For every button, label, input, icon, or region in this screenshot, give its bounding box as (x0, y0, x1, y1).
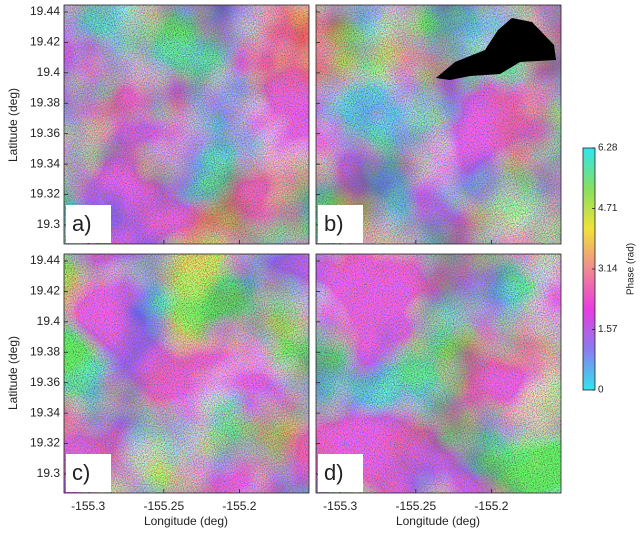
colorbar-tick-label: 3.14 (598, 264, 618, 275)
y-tick-label: 19.42 (30, 35, 60, 49)
x-tick-label: -155.2 (474, 499, 508, 513)
panel-label: c) (72, 460, 90, 485)
colorbar-tick-label: 6.28 (598, 143, 618, 154)
figure: Latitude (deg) Latitude (deg) Longitude … (0, 0, 644, 533)
y-tick-label: 19.32 (30, 436, 60, 450)
y-tick-label: 19.3 (37, 217, 61, 231)
y-tick-label: 19.34 (30, 405, 60, 419)
y-tick-label: 19.44 (30, 4, 60, 18)
panel-label: b) (324, 211, 344, 236)
y-tick-label: 19.44 (30, 253, 60, 267)
x-tick-label: -155.3 (323, 499, 357, 513)
colorbar-tick-label: 4.71 (598, 203, 618, 214)
y-tick-label: 19.34 (30, 156, 60, 170)
x-axis-label: Longitude (deg) (396, 514, 480, 528)
y-tick-label: 19.4 (37, 65, 61, 79)
y-tick-label: 19.36 (30, 375, 60, 389)
panel-label: a) (72, 211, 92, 236)
x-tick-label: -155.3 (71, 499, 105, 513)
y-axis-label: Latitude (deg) (6, 88, 20, 162)
y-tick-label: 19.38 (30, 344, 60, 358)
y-tick-label: 19.32 (30, 187, 60, 201)
y-tick-label: 19.42 (30, 284, 60, 298)
panel-label: d) (324, 460, 344, 485)
panels (64, 5, 561, 493)
y-tick-label: 19.3 (37, 466, 61, 480)
y-tick-label: 19.4 (37, 314, 61, 328)
colorbar-tick-label: 0 (598, 385, 604, 396)
y-tick-label: 19.38 (30, 95, 60, 109)
colorbar-label: Phase (rad) (626, 243, 637, 295)
x-tick-label: -155.25 (143, 499, 184, 513)
colorbar-tick-label: 1.57 (598, 324, 618, 335)
x-tick-label: -155.2 (222, 499, 256, 513)
x-axis-label: Longitude (deg) (144, 514, 228, 528)
y-tick-label: 19.36 (30, 126, 60, 140)
x-tick-label: -155.25 (395, 499, 436, 513)
y-axis-label: Latitude (deg) (6, 336, 20, 410)
